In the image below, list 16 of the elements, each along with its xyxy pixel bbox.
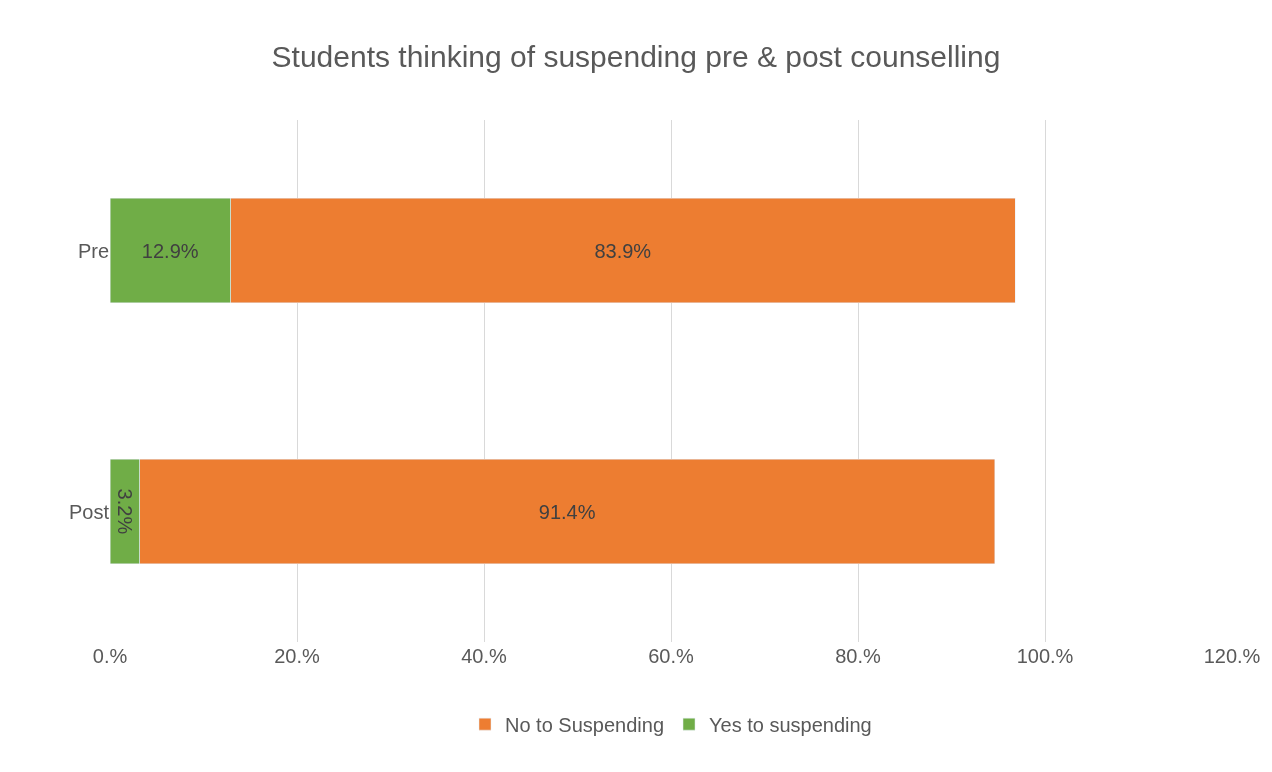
x-tick-label: 40.% bbox=[461, 645, 508, 667]
legend-label: No to Suspending bbox=[505, 713, 665, 736]
x-tick-label: 100.% bbox=[1016, 645, 1074, 667]
legend-label: Yes to suspending bbox=[709, 713, 872, 736]
chart-title: Students thinking of suspending pre & post counselling bbox=[271, 40, 1001, 74]
y-tick-label: Pre bbox=[77, 239, 109, 262]
x-tick-label: 60.% bbox=[648, 645, 695, 667]
data-label: 12.9% bbox=[141, 239, 199, 262]
x-tick-label: 0.% bbox=[92, 645, 128, 667]
data-label: 83.9% bbox=[594, 239, 652, 262]
data-label: 3.2% bbox=[113, 488, 136, 535]
data-label: 91.4% bbox=[538, 500, 596, 523]
x-tick-label: 80.% bbox=[835, 645, 882, 667]
x-tick-label: 20.% bbox=[274, 645, 321, 667]
y-tick-label: Post bbox=[68, 500, 110, 523]
x-tick-label: 120.% bbox=[1203, 645, 1261, 667]
